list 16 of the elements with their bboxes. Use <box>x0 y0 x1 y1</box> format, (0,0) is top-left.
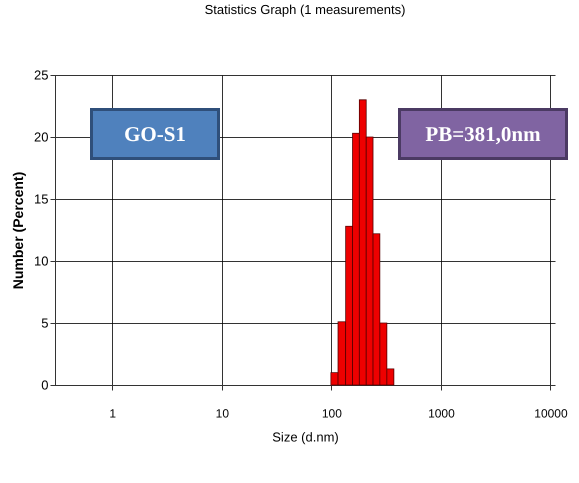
x-tick-label: 100 <box>322 406 342 420</box>
x-tick-label: 10 <box>216 406 230 420</box>
x-tick-label: 1000 <box>428 406 456 420</box>
x-tick-label: 10000 <box>534 406 568 420</box>
y-tick-label: 5 <box>41 316 48 330</box>
y-tick-label: 25 <box>34 68 48 82</box>
y-tick-label: 20 <box>34 130 48 144</box>
y-tick-label: 10 <box>34 254 48 268</box>
y-tick-label: 15 <box>34 192 48 206</box>
text-box: PB=381,0nm <box>398 108 568 160</box>
y-tick-label: 0 <box>41 378 48 392</box>
y-axis-title: Number (Percent) <box>10 172 26 290</box>
text-box: GO-S1 <box>90 108 220 160</box>
x-axis-title: Size (d.nm) <box>272 430 339 444</box>
x-tick-label: 1 <box>109 406 116 420</box>
chart-title: Statistics Graph (1 measurements) <box>204 2 406 17</box>
